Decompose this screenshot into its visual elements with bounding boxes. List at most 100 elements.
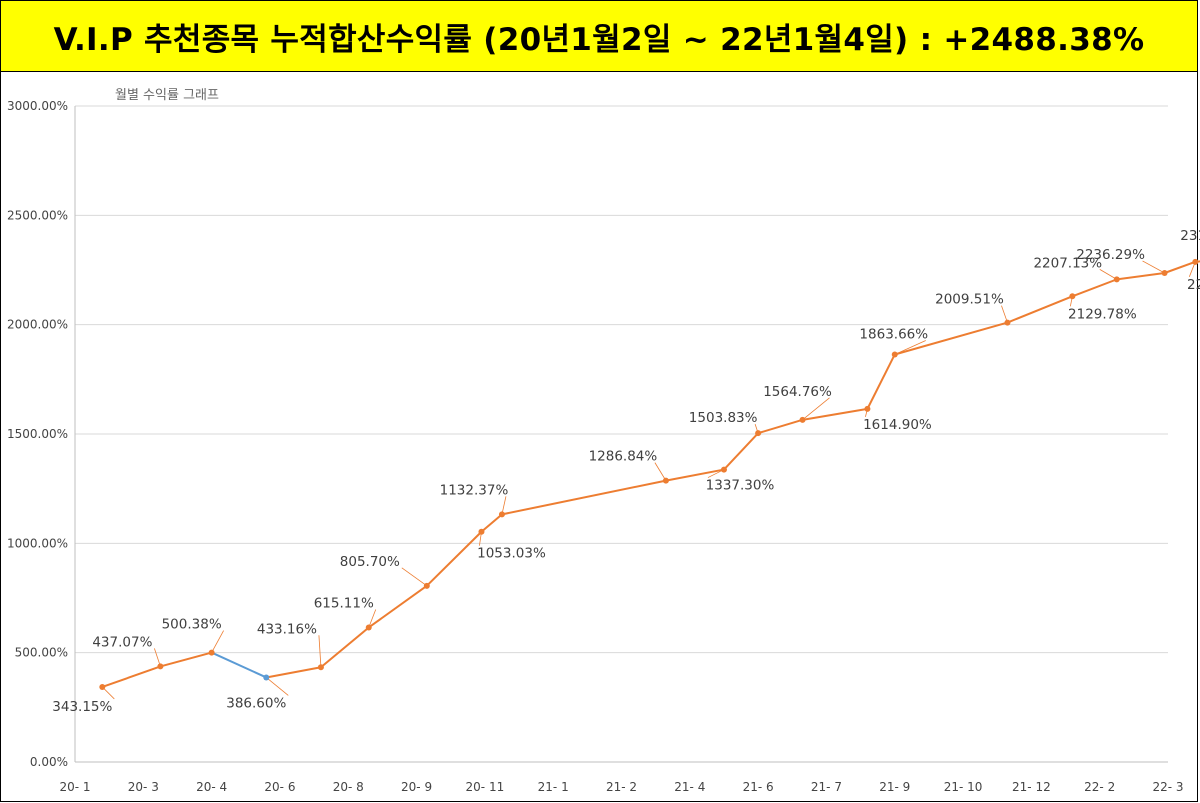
- series-segment: [320, 626, 370, 669]
- y-tick-label: 2500.00%: [7, 208, 68, 222]
- label-leader: [368, 609, 377, 628]
- data-label: 1053.03%: [477, 546, 546, 562]
- label-leader: [1142, 260, 1165, 274]
- label-leader: [318, 635, 322, 668]
- series-segment: [266, 666, 322, 679]
- data-label: 615.11%: [314, 595, 374, 611]
- data-point: [891, 351, 898, 358]
- series-segment: [211, 651, 267, 679]
- y-tick-label: 2000.00%: [7, 318, 68, 332]
- series-segment: [802, 407, 868, 421]
- x-tick-label: 20- 11: [466, 780, 505, 794]
- series-segment: [665, 468, 725, 482]
- y-tick-label: 0.00%: [30, 755, 68, 769]
- data-point: [157, 663, 164, 670]
- y-tick-label: 3000.00%: [7, 99, 68, 113]
- label-leader: [401, 567, 428, 587]
- data-label: 2009.51%: [935, 292, 1004, 308]
- chart-title: 월별 수익률 그래프: [115, 88, 219, 103]
- x-tick-label: 21- 9: [879, 780, 910, 794]
- y-tick-label: 500.00%: [15, 646, 68, 660]
- data-label: 1337.30%: [706, 478, 775, 494]
- data-label: 2313.71%: [1180, 228, 1200, 244]
- data-point: [317, 664, 324, 671]
- data-point: [1192, 258, 1199, 265]
- x-tick-label: 20- 1: [59, 780, 90, 794]
- data-label: 343.15%: [52, 699, 112, 715]
- data-point: [1004, 319, 1011, 326]
- data-point: [423, 582, 430, 589]
- data-point: [1113, 276, 1120, 283]
- title-banner: V.I.P 추천종목 누적합산수익률 (20년1월2일 ~ 22년1월4일) :…: [0, 0, 1198, 72]
- x-tick-label: 20- 8: [333, 780, 364, 794]
- data-label: 1286.84%: [589, 449, 658, 465]
- y-tick-label: 1000.00%: [7, 536, 68, 550]
- data-point: [263, 674, 270, 681]
- x-tick-label: 20- 3: [128, 780, 159, 794]
- data-point: [498, 511, 505, 518]
- label-leader: [1099, 269, 1117, 280]
- data-point: [478, 528, 485, 535]
- x-tick-label: 22- 2: [1084, 780, 1115, 794]
- data-label: 437.07%: [92, 634, 152, 650]
- series-segment: [866, 354, 896, 410]
- label-leader: [154, 648, 161, 667]
- data-label: 433.16%: [257, 621, 317, 637]
- series-segment: [1164, 260, 1196, 274]
- data-point: [365, 624, 372, 631]
- x-tick-label: 21- 1: [538, 780, 569, 794]
- series-segment: [1116, 272, 1165, 281]
- x-tick-label: 21- 2: [606, 780, 637, 794]
- y-tick-label: 1500.00%: [7, 427, 68, 441]
- data-point: [864, 405, 871, 412]
- x-tick-label: 20- 6: [264, 780, 295, 794]
- data-point: [99, 683, 106, 690]
- chart-frame: [0, 72, 1198, 802]
- data-label: 805.70%: [340, 554, 400, 570]
- x-tick-labels: 20- 1 20- 3 20- 4 20- 6 20- 8 20- 9 20- 11 21- …: [59, 780, 1183, 794]
- x-tick-label: 20- 9: [401, 780, 432, 794]
- data-label: 1503.83%: [689, 410, 758, 426]
- gridlines: [75, 105, 1168, 654]
- label-leader: [1001, 305, 1008, 323]
- label-leader: [802, 397, 830, 421]
- data-point: [208, 649, 215, 656]
- y-tick-labels: 0.00% 500.00% 1000.00% 1500.00% 2000.00% 2500…: [7, 99, 68, 769]
- data-point: [1069, 293, 1076, 300]
- data-label: 2236.29%: [1076, 247, 1145, 263]
- data-label: 500.38%: [162, 617, 222, 633]
- x-tick-label: 20- 4: [196, 780, 227, 794]
- data-labels: 343.15% 437.07% 500.38% 386.60% 433.16% 615.1…: [52, 228, 1200, 715]
- label-leader: [654, 462, 667, 481]
- label-leader: [266, 677, 289, 696]
- label-leaders: [102, 260, 1196, 700]
- x-tick-label: 21- 6: [743, 780, 774, 794]
- label-leader: [894, 340, 926, 355]
- series-segment: [1072, 278, 1118, 298]
- data-point: [1161, 269, 1168, 276]
- data-point: [662, 477, 669, 484]
- series-segment: [368, 585, 428, 629]
- page-title: V.I.P 추천종목 누적합산수익률 (20년1월2일 ~ 22년1월4일) :…: [53, 21, 1145, 58]
- data-point: [720, 466, 727, 473]
- data-label: 2287.38%: [1187, 277, 1200, 293]
- data-label: 386.60%: [226, 695, 286, 711]
- x-tick-label: 21- 12: [1012, 780, 1051, 794]
- data-label: 1564.76%: [763, 384, 832, 400]
- axes: [74, 106, 1168, 763]
- data-label: 1614.90%: [863, 417, 932, 433]
- data-label: 2129.78%: [1068, 306, 1137, 322]
- data-point: [799, 416, 806, 423]
- x-tick-label: 22- 3: [1152, 780, 1183, 794]
- series-segment: [480, 513, 503, 533]
- label-leader: [211, 630, 224, 653]
- series-segment: [101, 665, 161, 688]
- series-segment: [894, 321, 1008, 356]
- data-point: [755, 430, 762, 437]
- series-segment: [723, 432, 759, 471]
- series-segment: [1007, 295, 1073, 324]
- data-label: 1132.37%: [440, 482, 509, 498]
- series-segment: [426, 531, 483, 587]
- series-segment: [501, 479, 667, 516]
